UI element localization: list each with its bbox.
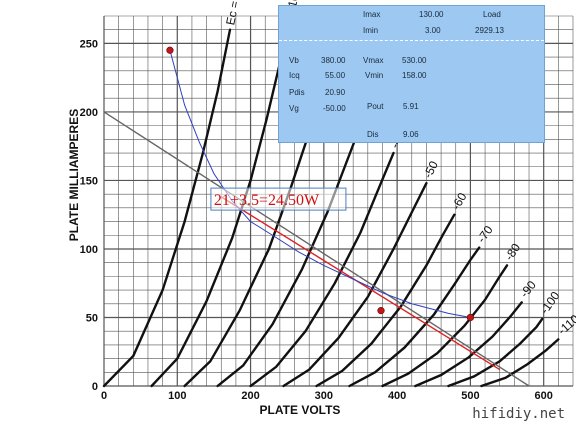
- icq-label: Icq: [289, 71, 300, 80]
- y-tick-label: 0: [92, 381, 98, 393]
- vmin-value: 158.00: [402, 71, 427, 80]
- load-lines: [103, 50, 530, 387]
- annotation-box: [210, 187, 347, 211]
- vb-label: Vb: [289, 56, 299, 65]
- grid-bias-curve: [282, 182, 428, 388]
- separator: [279, 40, 544, 41]
- pdis-value: 20.90: [325, 88, 346, 97]
- vg-label: Vg: [289, 104, 299, 113]
- operating-point: [166, 46, 174, 54]
- grid-bias-curve: [249, 151, 395, 388]
- imin-label: Imin: [363, 26, 379, 35]
- dis-value: 9.06: [403, 130, 419, 139]
- x-tick-label: 600: [535, 390, 553, 402]
- y-axis-title: PLATE MILLIAMPERES: [67, 109, 81, 241]
- info-panel: Imax 130.00 Load Imin 3.00 2929.13 Vb 38…: [278, 5, 545, 143]
- pout-value: 5.91: [403, 102, 419, 111]
- x-tick-label: 0: [101, 390, 107, 402]
- load-line: [220, 196, 501, 371]
- operating-points: [166, 46, 475, 322]
- curve-label: -80: [502, 241, 523, 263]
- load-line: [103, 111, 530, 387]
- load-value: 2929.13: [475, 26, 504, 35]
- x-tick-label: 200: [241, 390, 259, 402]
- vg-value: -50.00: [323, 104, 346, 113]
- grid-bias-curve: [102, 28, 232, 388]
- vmax-label: Vmax: [363, 56, 384, 65]
- dissipation-curve: [169, 50, 471, 318]
- operating-point: [377, 307, 385, 315]
- axis-ticks: 0 100 200 300 400 500 600 0 50 100 150 200 250: [80, 38, 553, 402]
- vmin-label: Vmin: [365, 71, 384, 80]
- y-tick-label: 250: [80, 38, 98, 50]
- curve-label: -60: [449, 190, 470, 212]
- pout-label: Pout: [367, 102, 384, 111]
- dis-label: Dis: [367, 130, 379, 139]
- vb-value: 380.00: [321, 56, 346, 65]
- x-tick-label: 400: [388, 390, 406, 402]
- y-tick-label: 150: [80, 175, 98, 187]
- x-tick-label: 500: [461, 390, 479, 402]
- curve-label: Ec = 0: [223, 0, 244, 26]
- operating-point: [466, 313, 475, 322]
- grid-bias-curve: [381, 264, 509, 388]
- watermark: hifidiy.net: [472, 406, 565, 422]
- grid-bias-curve: [447, 317, 544, 388]
- x-axis-title: PLATE VOLTS: [260, 403, 341, 417]
- curve-label: -100: [537, 289, 563, 317]
- y-tick-label: 200: [80, 107, 98, 119]
- pdis-label: Pdis: [289, 88, 305, 97]
- y-tick-label: 50: [86, 312, 98, 324]
- curve-label: -70: [474, 223, 496, 246]
- curve-label: -50: [421, 158, 441, 180]
- imax-label: Imax: [363, 10, 381, 19]
- x-tick-label: 300: [315, 390, 333, 402]
- y-tick-label: 100: [80, 244, 98, 256]
- icq-value: 55.00: [325, 71, 346, 80]
- curve-label: -90: [517, 278, 539, 301]
- load-label: Load: [483, 10, 501, 19]
- imax-value: 130.00: [419, 10, 444, 19]
- grid-bias-curve: [414, 301, 523, 388]
- x-tick-label: 100: [168, 390, 186, 402]
- vmax-value: 530.00: [402, 56, 427, 65]
- grid-bias-curve: [348, 246, 481, 388]
- grid-bias-curve: [315, 213, 456, 388]
- grid-bias-curve: [480, 338, 560, 388]
- annotation-text: 21+3.5=24.50W: [214, 192, 320, 209]
- dissipation-annotation: 21+3.5=24.50W: [210, 187, 347, 211]
- grid-bias-curve: [216, 124, 362, 388]
- imin-value: 3.00: [425, 26, 441, 35]
